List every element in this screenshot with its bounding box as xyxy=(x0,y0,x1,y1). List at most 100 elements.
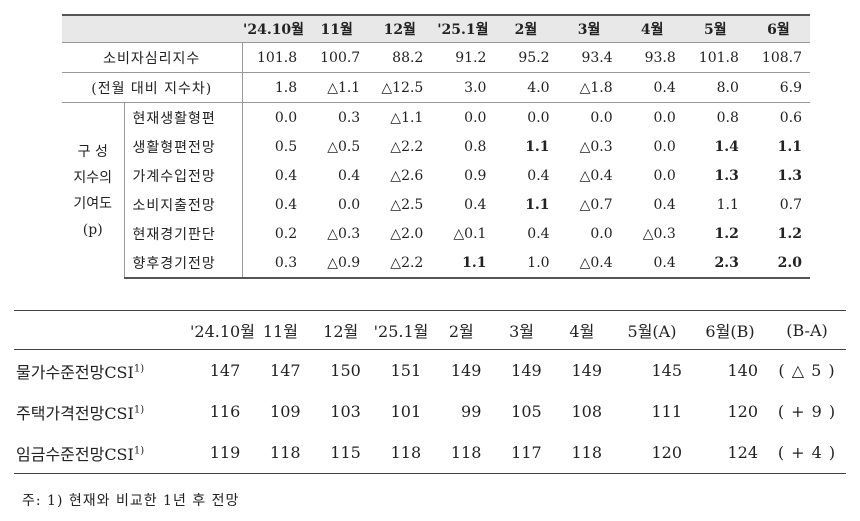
row-label-text: 물가수준전망CSI xyxy=(16,362,134,382)
table1-header-cell: 5월 xyxy=(683,14,747,43)
table2-header-cell: 4월 xyxy=(551,310,612,350)
table1-header-cell: 2월 xyxy=(494,14,558,43)
value-cell: 118 xyxy=(250,432,311,474)
value-cell: 1.3 xyxy=(777,167,802,184)
value-cell: △1.1 xyxy=(390,109,424,126)
footnote-marker: 1) xyxy=(133,404,145,416)
value-cell: △2.2 xyxy=(390,138,424,155)
row-label-text: 임금수준전망CSI xyxy=(16,444,134,464)
value-cell: 108.7 xyxy=(746,42,810,73)
value-cell: 0.5 xyxy=(274,138,298,155)
value-cell: △2.6 xyxy=(390,167,424,184)
component-row: 가계수입전망 0.4 0.4 △2.6 0.9 0.4 △0.4 0.0 1.3… xyxy=(62,161,810,190)
value-cell: 0.4 xyxy=(527,225,550,242)
value-cell: 93.8 xyxy=(620,42,684,73)
value-cell: 1.1 xyxy=(716,196,739,213)
value-cell: 93.4 xyxy=(557,42,621,73)
value-cell: 3.0 xyxy=(431,72,495,103)
value-cell: 119 xyxy=(190,432,251,474)
value-cell: 0.9 xyxy=(464,167,487,184)
value-cell: 0.0 xyxy=(274,109,298,126)
value-cell: 150 xyxy=(330,361,361,380)
value-cell: 0.8 xyxy=(716,109,739,126)
value-cell: 0.4 xyxy=(653,196,676,213)
table1-header-cell: 11월 xyxy=(305,14,369,43)
component-label: 현재경기판단 xyxy=(124,219,243,248)
value-cell: 120 xyxy=(727,402,758,421)
value-cell: 91.2 xyxy=(431,42,495,73)
value-cell: 0.4 xyxy=(464,196,487,213)
csi-row: 소비자심리지수 101.8 100.7 88.2 91.2 95.2 93.4 … xyxy=(62,42,810,73)
value-cell: 100.7 xyxy=(305,42,369,73)
table2-header-cell: '25.1월 xyxy=(370,310,432,350)
value-cell: 0.4 xyxy=(337,167,361,184)
table2-header-cell: 2월 xyxy=(431,310,492,350)
table2-header-cell: 3월 xyxy=(491,310,552,350)
value-cell: 101 xyxy=(390,402,422,421)
value-cell: △0.4 xyxy=(579,167,613,184)
value-cell: 0.7 xyxy=(779,196,802,213)
value-cell: 145 xyxy=(651,361,682,380)
value-cell: 95.2 xyxy=(494,42,558,73)
value-cell: 149 xyxy=(571,361,602,380)
table1-header-cell: '24.10월 xyxy=(242,14,306,43)
component-row: 생활형편전망 0.5 △0.5 △2.2 0.8 1.1 △0.3 0.0 1.… xyxy=(62,132,810,161)
value-cell: 6.9 xyxy=(746,72,810,103)
csi-expectation-row: 물가수준전망CSI1) 147 147 150 151 149 149 149 … xyxy=(14,350,846,392)
value-cell: 8.0 xyxy=(683,72,747,103)
value-cell: △0.1 xyxy=(453,225,487,242)
table1-header-cell: '25.1월 xyxy=(431,14,495,43)
group-label-line: 구 성 xyxy=(77,143,108,160)
value-cell: 1.2 xyxy=(714,225,739,242)
value-cell: 1.0 xyxy=(494,248,558,279)
value-cell: 109 xyxy=(270,402,301,421)
table2-header-cell: (B-A) xyxy=(768,310,846,350)
value-cell: 118 xyxy=(431,432,492,474)
value-cell: 2.3 xyxy=(683,248,747,279)
value-cell: 101.8 xyxy=(242,42,306,73)
component-label: 향후경기전망 xyxy=(124,248,243,279)
table1-header-cell: 4월 xyxy=(620,14,684,43)
row-label-text: 주택가격전망CSI xyxy=(16,403,134,423)
table2-header-cell: '24.10월 xyxy=(190,310,255,350)
footnote: 주: 1) 현재와 비교한 1년 후 전망 xyxy=(22,493,240,509)
value-cell: △2.0 xyxy=(390,225,424,242)
value-cell: 99 xyxy=(461,402,482,421)
diff-cell: ( △ 5 ) xyxy=(778,361,836,380)
value-cell: 105 xyxy=(511,402,542,421)
value-cell: △1.1 xyxy=(305,72,369,103)
value-cell: △2.2 xyxy=(368,248,432,279)
value-cell: 149 xyxy=(450,361,482,380)
expectations-csi-table: '24.10월 11월 12월 '25.1월 2월 3월 4월 5월(A) 6월… xyxy=(14,310,846,474)
value-cell: 117 xyxy=(491,432,552,474)
row-label: 주택가격전망CSI1) xyxy=(14,391,190,432)
table2-header-cell: 11월 xyxy=(250,310,311,350)
value-cell: 0.0 xyxy=(653,167,676,184)
value-cell: 1.1 xyxy=(777,138,802,155)
csi-expectation-row: 주택가격전망CSI1) 116 109 103 101 99 105 108 1… xyxy=(14,391,846,432)
value-cell: 0.0 xyxy=(527,109,550,126)
table1-header-cell: 3월 xyxy=(557,14,621,43)
value-cell: 149 xyxy=(511,361,542,380)
value-cell: 0.4 xyxy=(274,196,298,213)
value-cell: △12.5 xyxy=(368,72,432,103)
value-cell: 0.2 xyxy=(274,225,298,242)
value-cell: 88.2 xyxy=(368,42,432,73)
value-cell: 140 xyxy=(727,361,758,380)
value-cell: 124 xyxy=(692,432,768,474)
value-cell: 0.0 xyxy=(590,225,613,242)
table2-header-row: '24.10월 11월 12월 '25.1월 2월 3월 4월 5월(A) 6월… xyxy=(14,310,846,350)
value-cell: 0.4 xyxy=(620,72,684,103)
value-cell: 111 xyxy=(651,402,682,421)
component-label: 가계수입전망 xyxy=(124,161,243,190)
group-label-line: 지수의 xyxy=(73,169,113,186)
component-row: 현재경기판단 0.2 △0.3 △2.0 △0.1 0.4 0.0 △0.3 1… xyxy=(62,219,810,248)
value-cell: 115 xyxy=(310,432,371,474)
value-cell: 0.6 xyxy=(779,109,802,126)
csi-expectation-row: 임금수준전망CSI1) 119 118 115 118 118 117 118 … xyxy=(14,432,846,474)
value-cell: 0.0 xyxy=(653,138,676,155)
value-cell: 0.4 xyxy=(620,248,684,279)
table1-header-blank xyxy=(62,14,242,43)
value-cell: 151 xyxy=(390,361,422,380)
value-cell: △0.9 xyxy=(305,248,369,279)
